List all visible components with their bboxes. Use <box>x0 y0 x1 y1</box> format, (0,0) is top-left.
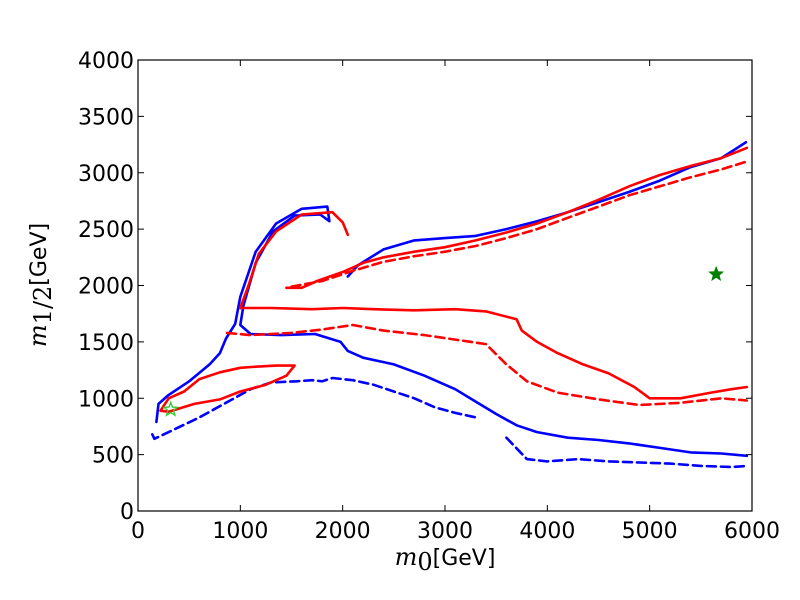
x-tick-label: 1000 <box>212 519 268 544</box>
x-tick-label: 6000 <box>724 519 780 544</box>
y-tick-label: 2500 <box>78 218 134 243</box>
series-line-3-pointsC <box>239 306 749 400</box>
series-line-1-pointsB <box>346 141 748 278</box>
x-ticks: 0 1000 2000 3000 4000 5000 6000 <box>131 60 780 544</box>
benchmark-star-open <box>162 400 180 417</box>
y-axis-label: m1/2[GeV] <box>24 223 57 347</box>
y-axis-unit: [GeV] <box>27 223 52 286</box>
y-tick-label: 3500 <box>78 105 134 130</box>
series-line-1-points <box>155 205 749 458</box>
y-axis-subscript: 1/2 <box>29 286 57 325</box>
series-line-2-pointsB <box>505 436 750 469</box>
series-line-3-points <box>159 364 296 414</box>
y-axis-symbol: m <box>24 324 52 347</box>
x-tick-label: 3000 <box>417 519 473 544</box>
series-line-4-points <box>225 323 749 407</box>
y-ticks: 0 500 1000 1500 2000 2500 3000 3500 4000 <box>78 49 752 525</box>
series-line-3-pointsB <box>285 146 749 290</box>
x-tick-label: 2000 <box>315 519 371 544</box>
x-axis-label: m0[GeV] <box>395 543 496 576</box>
marker-layer <box>162 265 725 417</box>
x-tick-label: 0 <box>131 519 145 544</box>
x-axis-symbol: m <box>395 543 418 571</box>
x-axis-subscript: 0 <box>417 548 432 576</box>
benchmark-star-filled <box>708 265 725 282</box>
y-tick-label: 1500 <box>78 331 134 356</box>
y-tick-label: 1000 <box>78 387 134 412</box>
y-tick-label: 0 <box>120 500 134 525</box>
x-tick-label: 5000 <box>622 519 678 544</box>
series-line-3-pointsD <box>239 210 350 310</box>
x-tick-label: 4000 <box>519 519 575 544</box>
y-tick-label: 500 <box>92 444 134 469</box>
y-tick-label: 2000 <box>78 275 134 300</box>
plot-background <box>138 60 752 511</box>
x-axis-unit: [GeV] <box>433 546 496 571</box>
series-line-4-pointsB <box>290 160 749 288</box>
y-tick-label: 4000 <box>78 49 134 74</box>
y-tick-label: 3000 <box>78 162 134 187</box>
series-line-2-points <box>151 376 477 441</box>
series-layer <box>151 141 750 469</box>
